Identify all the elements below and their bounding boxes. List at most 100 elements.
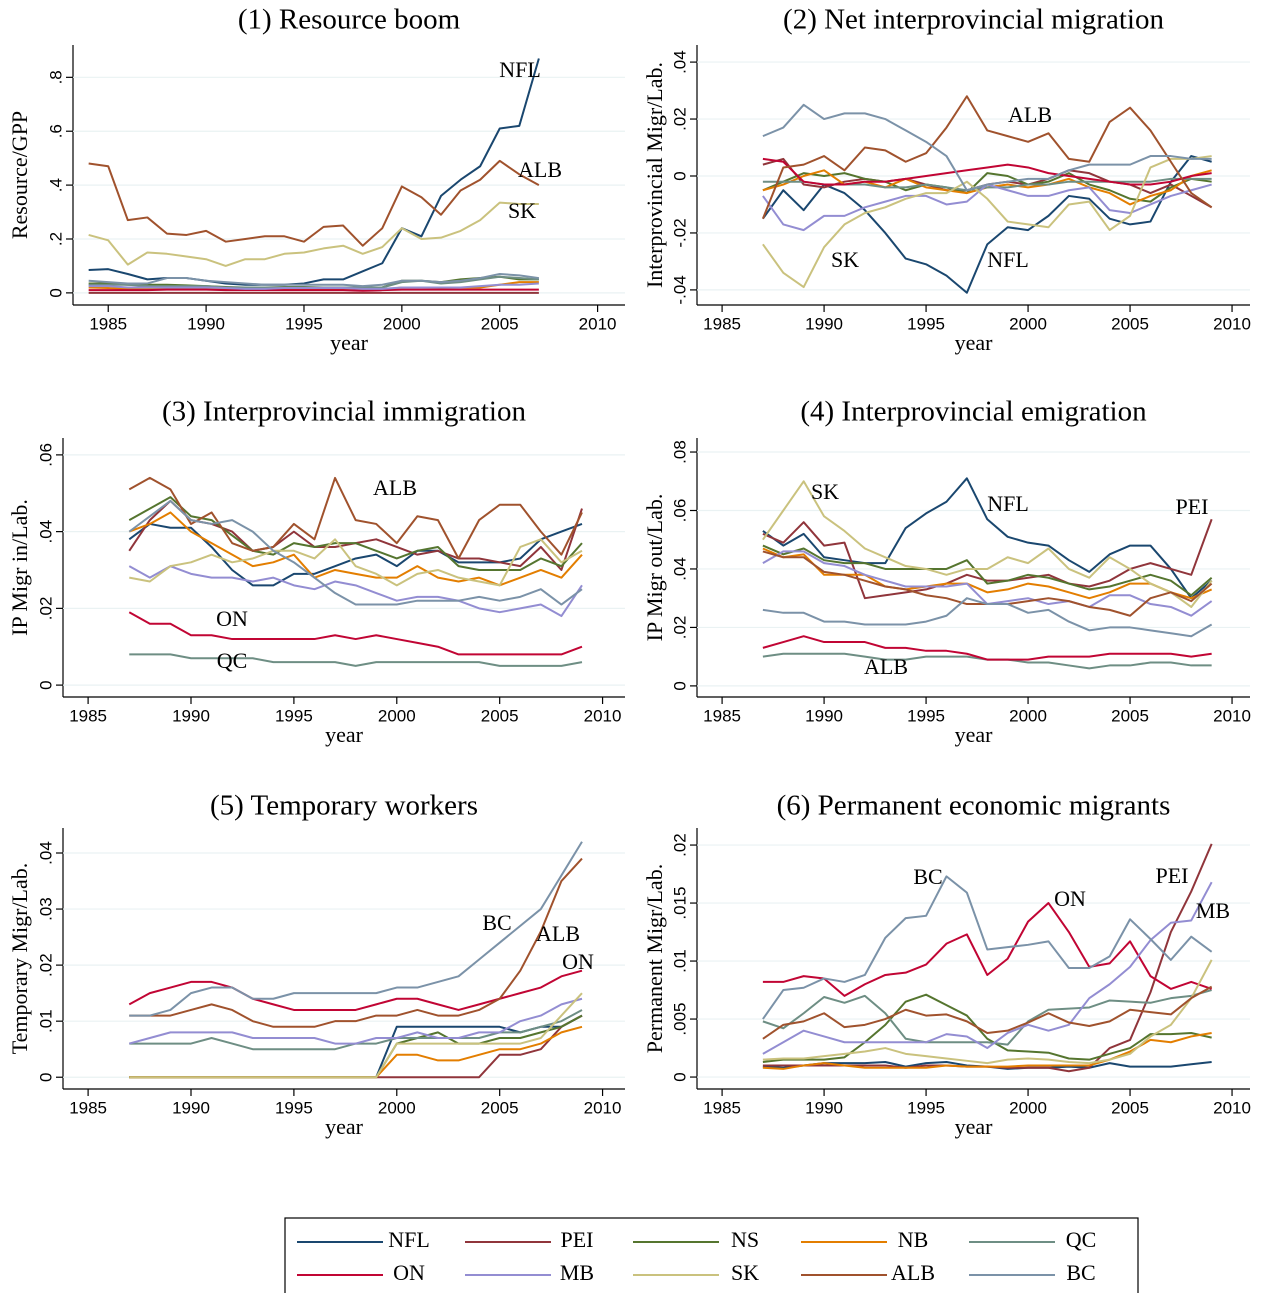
series-line — [762, 652, 1212, 670]
x-tick-label: 2005 — [1111, 706, 1149, 725]
series-line — [762, 985, 1213, 1040]
legend-label: ALB — [891, 1260, 935, 1285]
panel-title: (1) Resource boom — [238, 4, 461, 36]
annotation: SK — [508, 198, 536, 223]
series-line — [762, 993, 1212, 1063]
x-axis-title: year — [955, 330, 994, 355]
annotation: BC — [482, 910, 511, 935]
x-tick-label: 2000 — [1009, 314, 1047, 333]
panel-title: (6) Permanent economic migrants — [777, 790, 1171, 822]
series-line — [762, 959, 1213, 1065]
annotation: ON — [216, 606, 248, 631]
series-line — [762, 881, 1213, 1055]
series-line — [128, 565, 583, 618]
x-tick-label: 1990 — [805, 1098, 843, 1117]
legend-label: BC — [1066, 1260, 1095, 1285]
x-tick-label: 2010 — [1213, 1098, 1251, 1117]
panel-title: (5) Temporary workers — [210, 790, 478, 822]
y-tick-label: .01 — [670, 949, 689, 973]
x-tick-label: 2000 — [378, 1098, 416, 1117]
y-tick-label: -.02 — [670, 218, 689, 247]
series-line — [762, 518, 1213, 600]
x-tick-label: 1990 — [805, 706, 843, 725]
y-tick-label: .02 — [670, 616, 689, 640]
series-line — [761, 95, 1213, 220]
x-tick-label: 2010 — [1213, 706, 1251, 725]
annotation: ALB — [1008, 102, 1052, 127]
y-tick-label: 0 — [46, 288, 65, 297]
series-line — [128, 997, 583, 1045]
y-tick-label: .06 — [36, 443, 55, 467]
legend-label: NB — [898, 1227, 929, 1252]
y-axis-title: Permanent Migr/Lab. — [642, 864, 667, 1053]
y-tick-label: .03 — [36, 897, 55, 921]
legend-label: QC — [1066, 1227, 1097, 1252]
series-line — [762, 902, 1212, 997]
series-line — [762, 544, 1213, 597]
x-tick-label: 2000 — [1009, 1098, 1047, 1117]
x-tick-label: 1985 — [69, 706, 107, 725]
x-tick-label: 2000 — [378, 706, 416, 725]
y-tick-label: .02 — [670, 107, 689, 131]
series-line — [129, 653, 583, 667]
panel: (4) Interprovincial emigration 0 .02 .04 .06… — [642, 396, 1251, 747]
series-line — [128, 511, 583, 587]
series-line — [128, 496, 583, 571]
annotation: BC — [913, 864, 942, 889]
y-tick-label: .06 — [670, 499, 689, 523]
panel: (1) Resource boom 0 .2 .4 .6 .8 Resource/GPP 19… — [7, 4, 625, 355]
y-tick-label: .02 — [36, 953, 55, 977]
annotation: PEI — [1156, 863, 1189, 888]
y-axis-title: Resource/GPP — [7, 111, 32, 239]
legend: NFL PEI NS NB QC ON MB SK ALB BC — [297, 1227, 1096, 1285]
x-axis-title: year — [330, 330, 369, 355]
y-tick-label: .8 — [46, 70, 65, 84]
y-tick-label: 0 — [670, 681, 689, 690]
panel: (2) Net interprovincial migration -.04 -.0… — [642, 4, 1251, 355]
x-tick-label: 1985 — [703, 706, 741, 725]
annotation: ALB — [373, 475, 417, 500]
x-tick-label: 1995 — [285, 314, 323, 333]
annotation: NFL — [499, 57, 541, 82]
x-tick-label: 2010 — [579, 314, 617, 333]
series-line — [762, 477, 1213, 600]
annotation: PEI — [1176, 494, 1209, 519]
series-line — [129, 857, 583, 1028]
series-line — [129, 538, 583, 587]
y-tick-label: .04 — [36, 520, 55, 544]
series-line — [762, 155, 1212, 289]
legend-label: NFL — [388, 1227, 430, 1252]
x-tick-label: 1990 — [805, 314, 843, 333]
x-tick-label: 2010 — [584, 706, 622, 725]
annotation: NFL — [987, 247, 1029, 272]
series-line — [88, 159, 540, 247]
series-line — [762, 635, 1212, 661]
annotation: ALB — [536, 921, 580, 946]
y-axis-title: Interprovincial Migr/Lab. — [642, 62, 667, 288]
x-tick-label: 2005 — [481, 1098, 519, 1117]
series-line — [762, 875, 1213, 1020]
series-line — [129, 992, 583, 1079]
panel-title: (2) Net interprovincial migration — [783, 4, 1164, 36]
annotation: ON — [1054, 886, 1086, 911]
y-tick-label: 0 — [36, 680, 55, 689]
legend-label: ON — [393, 1260, 425, 1285]
y-tick-label: .08 — [670, 440, 689, 464]
y-tick-label: .015 — [670, 887, 689, 920]
x-tick-label: 2000 — [1009, 706, 1047, 725]
y-tick-label: 0 — [670, 171, 689, 180]
series-line — [762, 157, 1212, 186]
annotation: SK — [831, 247, 859, 272]
y-axis-title: IP Migr in/Lab. — [7, 499, 32, 636]
annotation: SK — [811, 479, 839, 504]
legend-label: NS — [731, 1227, 759, 1252]
x-tick-label: 2005 — [481, 314, 519, 333]
y-tick-label: .4 — [46, 178, 65, 192]
series-line — [762, 103, 1212, 192]
panel-title: (4) Interprovincial emigration — [800, 396, 1147, 428]
x-tick-label: 1990 — [172, 706, 210, 725]
x-tick-label: 2005 — [1111, 314, 1149, 333]
y-tick-label: -.04 — [670, 275, 689, 304]
x-tick-label: 2005 — [481, 706, 519, 725]
